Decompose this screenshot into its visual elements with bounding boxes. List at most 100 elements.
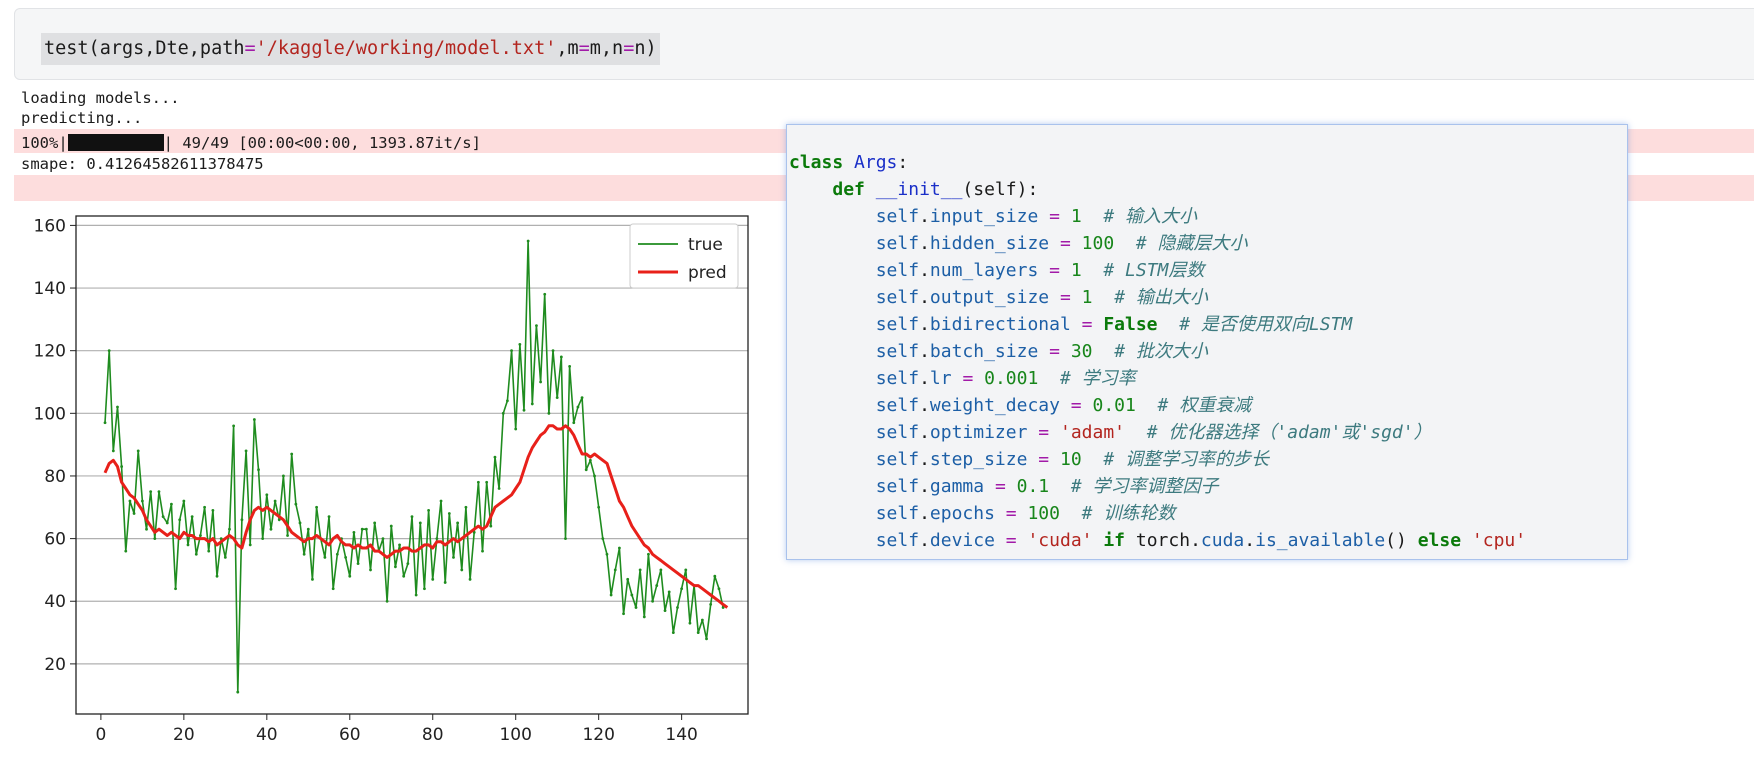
point-true <box>497 487 501 490</box>
code-line-attr: self.hidden_size = 100 # 隐藏层大小 <box>875 233 1248 254</box>
point-true <box>717 587 721 591</box>
point-true <box>223 555 227 559</box>
point-true <box>414 593 418 597</box>
point-true <box>136 449 140 453</box>
point-true <box>489 524 493 528</box>
point-true <box>435 537 439 541</box>
self-word: self <box>875 287 920 308</box>
point-true <box>140 499 144 503</box>
attr-name: batch_size <box>929 341 1039 362</box>
code-line-device: self.device = 'cuda' if torch.cuda.is_av… <box>875 530 1527 551</box>
point-true <box>331 587 335 591</box>
point-true <box>535 324 538 328</box>
attr-value: 100 <box>1081 233 1115 254</box>
point-true <box>232 424 236 428</box>
class-name: Args <box>854 152 898 173</box>
attr-comment: # 是否使用双向LSTM <box>1179 314 1353 335</box>
point-true <box>688 621 692 625</box>
point-true <box>452 555 455 559</box>
point-true <box>207 549 211 553</box>
attr-value: 0.1 <box>1016 476 1050 497</box>
point-true <box>647 552 650 556</box>
input-code-line[interactable]: test(args,Dte,path='/kaggle/working/mode… <box>41 33 660 65</box>
point-true <box>282 474 285 478</box>
fn-init: __init__ <box>875 179 963 200</box>
point-true <box>642 615 646 619</box>
point-true <box>120 465 124 468</box>
point-true <box>651 599 654 603</box>
point-true <box>149 490 153 494</box>
point-true <box>356 562 360 566</box>
attr-comment: # 批次大小 <box>1114 341 1208 362</box>
point-true <box>667 590 671 594</box>
attr-value: 1 <box>1081 287 1093 308</box>
progress-line: 100%| | 49/49 [00:00<00:00, 1393.87it/s] <box>21 133 481 153</box>
attr-name: hidden_size <box>929 233 1050 254</box>
point-true <box>559 355 563 359</box>
code-line-attr: self.step_size = 10 # 调整学习率的步长 <box>875 449 1270 470</box>
point-true <box>132 512 136 515</box>
attr-name: weight_decay <box>929 395 1060 416</box>
point-true <box>186 543 190 547</box>
point-true <box>555 396 559 400</box>
code-line-attr: self.num_layers = 1 # LSTM层数 <box>875 260 1205 281</box>
progress-percent: 100%| <box>21 134 68 152</box>
point-true <box>630 593 634 597</box>
attr-name: lr <box>929 368 952 389</box>
self-word: self <box>875 530 920 551</box>
point-true <box>145 527 148 531</box>
code-line-attr: self.output_size = 1 # 输出大小 <box>875 287 1208 308</box>
point-true <box>124 549 128 553</box>
point-true <box>580 396 584 400</box>
point-true <box>369 568 372 572</box>
self-word: self <box>875 395 920 416</box>
point-true <box>597 505 601 509</box>
attr-value: 1 <box>1070 260 1082 281</box>
x-tick-label: 60 <box>339 725 361 745</box>
code-op: = <box>623 38 635 59</box>
point-true <box>335 552 339 556</box>
x-tick-label: 80 <box>422 725 444 745</box>
cuda-attr: cuda <box>1200 530 1245 551</box>
attr-comment: # 学习率 <box>1060 368 1136 389</box>
point-true <box>385 599 389 603</box>
point-true <box>244 449 248 453</box>
point-true <box>443 581 447 584</box>
str-cuda: 'cuda' <box>1027 530 1093 551</box>
point-true <box>634 606 638 609</box>
self-word: self <box>875 422 920 443</box>
point-true <box>514 427 518 431</box>
attr-name: step_size <box>929 449 1028 470</box>
code-arg: m,n <box>589 38 624 59</box>
point-true <box>294 502 298 506</box>
plot-frame <box>75 215 749 715</box>
point-true <box>526 239 530 243</box>
code-input-cell[interactable]: test(args,Dte,path='/kaggle/working/mode… <box>14 8 1754 80</box>
point-true <box>182 499 186 503</box>
self-word: self <box>875 260 920 281</box>
code-tooltip-popup: class Args: def __init__(self): self.inp… <box>786 124 1628 560</box>
attr-value: 100 <box>1027 503 1060 524</box>
point-true <box>423 587 426 591</box>
point-true <box>298 521 302 525</box>
attr-value: 30 <box>1070 341 1093 362</box>
prediction-chart: 20 40 60 80 100 120 140 160 0 20 40 60 80 100 120 140 tr… <box>34 215 749 745</box>
kw-class: class <box>789 152 844 173</box>
point-true <box>485 480 489 484</box>
point-true <box>248 543 252 547</box>
y-tick-label: 60 <box>44 530 66 550</box>
point-true <box>194 552 198 556</box>
point-true <box>460 568 464 572</box>
output-line-loading: loading models... <box>21 89 180 107</box>
x-tick-label: 0 <box>95 725 106 745</box>
point-true <box>252 418 256 421</box>
attr-name: input_size <box>929 206 1039 227</box>
point-true <box>373 521 377 525</box>
self-word: self <box>875 449 920 470</box>
kw-def: def <box>832 179 865 200</box>
self-word: self <box>875 341 920 362</box>
point-true <box>622 612 625 616</box>
kw-else: else <box>1417 530 1462 551</box>
point-true <box>618 546 621 550</box>
y-tick-label: 40 <box>44 592 66 612</box>
